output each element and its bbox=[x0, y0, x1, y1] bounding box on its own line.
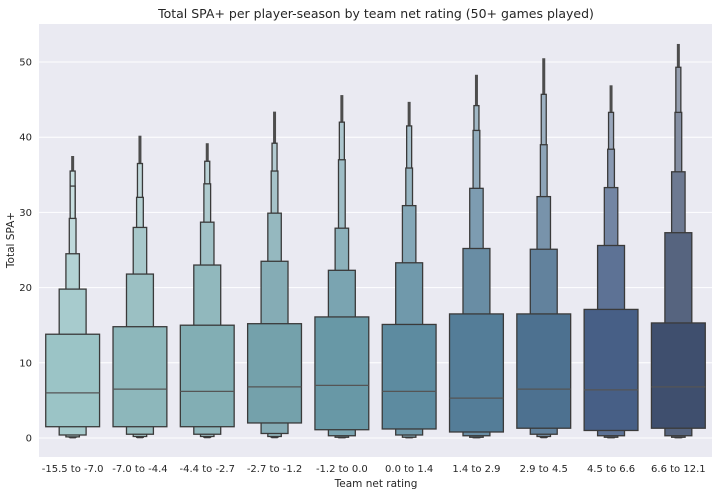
boxen-group bbox=[246, 111, 303, 439]
boxen-level bbox=[650, 322, 706, 429]
x-tick-label: 4.5 to 6.6 bbox=[587, 464, 635, 475]
boxen-level bbox=[381, 323, 437, 430]
x-tick-label: 2.9 to 4.5 bbox=[520, 464, 568, 475]
x-tick-labels: -15.5 to -7.0 -7.0 to -4.4 -4.4 to -2.7 -2.… bbox=[42, 464, 706, 475]
x-tick-label: -4.4 to -2.7 bbox=[180, 464, 235, 475]
y-tick-label: 0 bbox=[26, 434, 32, 445]
y-tick-label: 40 bbox=[19, 133, 32, 144]
boxen-group bbox=[381, 101, 437, 439]
boxen-group bbox=[650, 43, 706, 439]
boxen-group bbox=[45, 156, 101, 439]
boxen-level bbox=[112, 326, 168, 428]
x-tick-label: -7.0 to -4.4 bbox=[112, 464, 167, 475]
boxen-group bbox=[112, 135, 168, 439]
y-tick-labels: 0 10 20 30 40 50 bbox=[19, 58, 32, 445]
boxen-group bbox=[583, 85, 639, 439]
boxen-level bbox=[246, 323, 303, 424]
boxen-level bbox=[448, 313, 505, 433]
x-tick-label: -2.7 to -1.2 bbox=[247, 464, 302, 475]
boxen-level bbox=[45, 333, 101, 428]
y-tick-label: 50 bbox=[19, 58, 32, 69]
boxen-group bbox=[314, 95, 370, 439]
x-axis-label: Team net rating bbox=[334, 478, 418, 490]
y-tick-label: 30 bbox=[19, 208, 32, 219]
boxen-group bbox=[179, 143, 235, 439]
chart-title: Total SPA+ per player-season by team net… bbox=[157, 6, 594, 21]
boxes bbox=[45, 43, 706, 439]
boxen-level bbox=[583, 308, 639, 432]
y-axis-label: Total SPA+ bbox=[5, 212, 17, 269]
x-tick-label: -15.5 to -7.0 bbox=[42, 464, 104, 475]
x-tick-label: 6.6 to 12.1 bbox=[651, 464, 706, 475]
boxen-level bbox=[516, 313, 572, 429]
x-tick-label: 1.4 to 2.9 bbox=[452, 464, 500, 475]
boxen-group bbox=[516, 58, 572, 439]
boxen-group bbox=[448, 74, 505, 439]
x-tick-label: -1.2 to 0.0 bbox=[316, 464, 368, 475]
boxen-level bbox=[314, 316, 370, 431]
y-tick-label: 20 bbox=[19, 283, 32, 294]
boxen-level bbox=[179, 324, 235, 428]
x-tick-label: 0.0 to 1.4 bbox=[385, 464, 433, 475]
y-tick-label: 10 bbox=[19, 358, 32, 369]
